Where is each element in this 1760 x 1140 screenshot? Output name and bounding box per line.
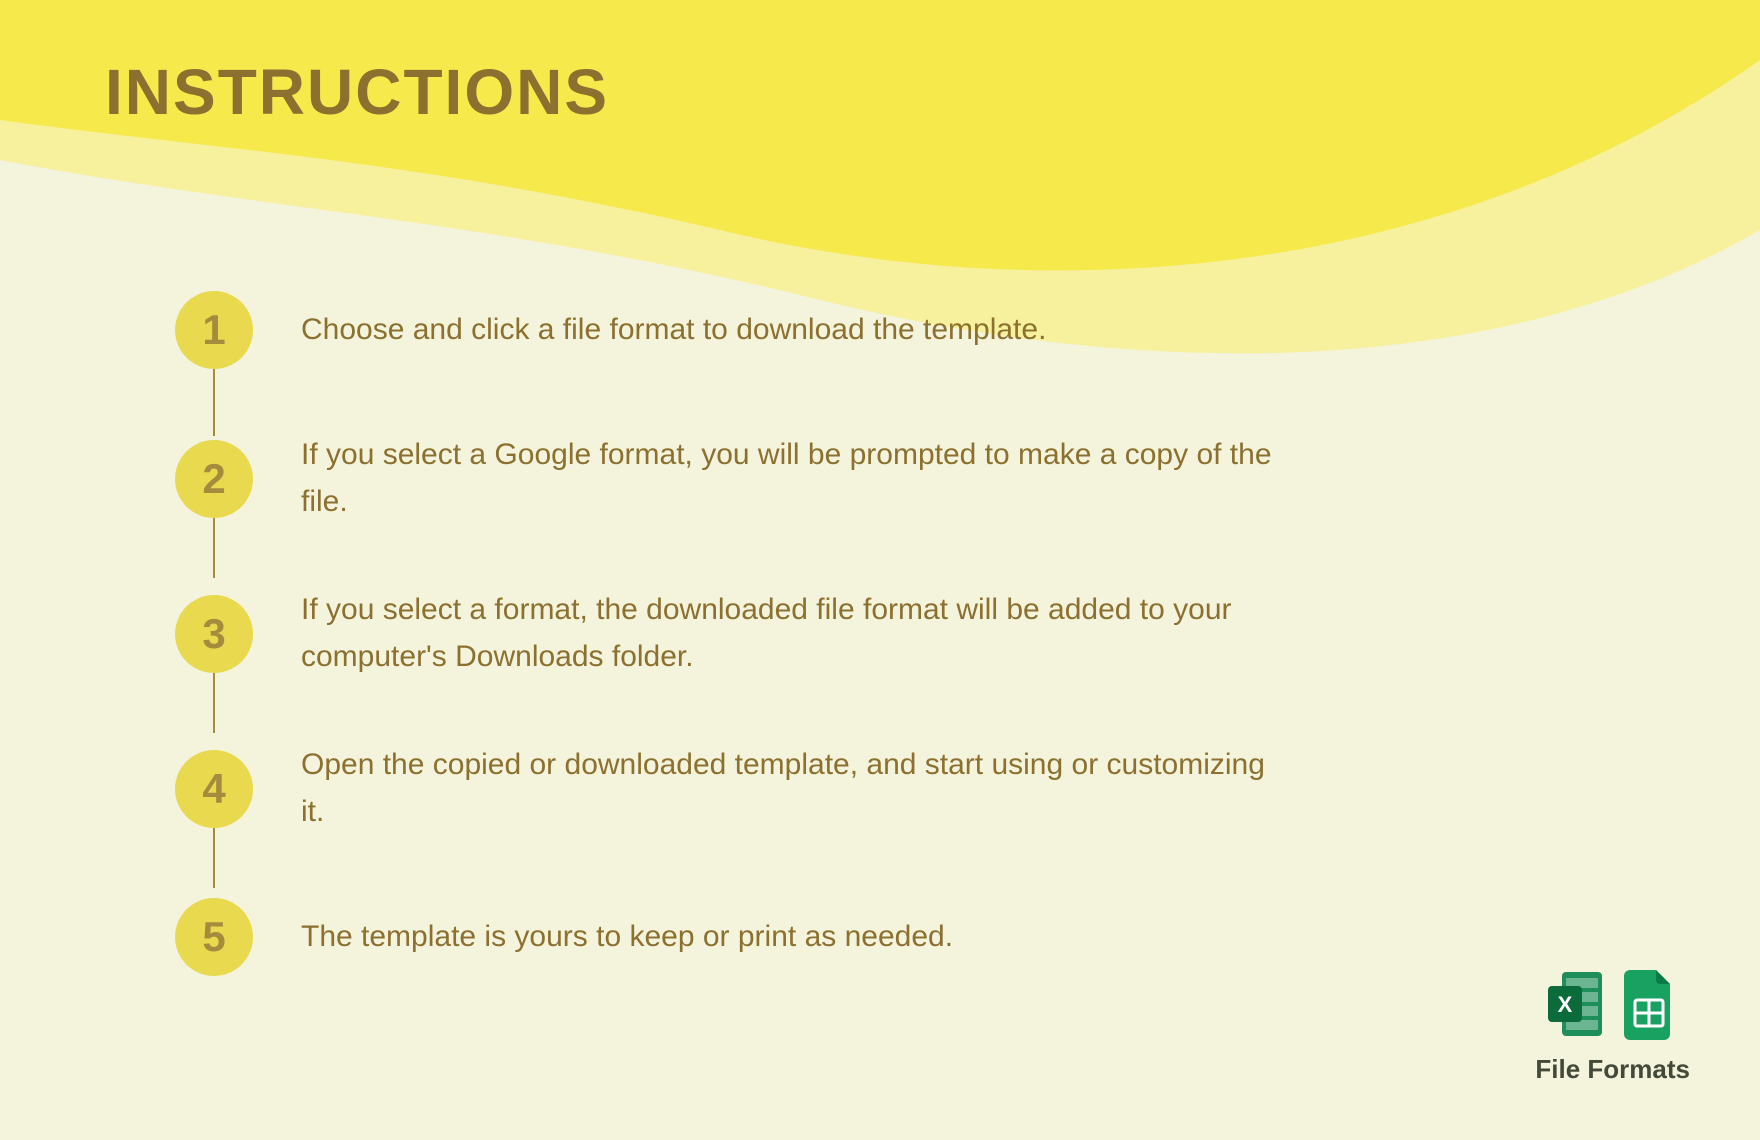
step-badge: 5 [175,898,253,976]
excel-icon[interactable]: X [1548,968,1606,1040]
step-item: 5 The template is yours to keep or print… [175,897,1375,977]
step-text: If you select a format, the downloaded f… [301,587,1281,680]
step-text: The template is yours to keep or print a… [301,914,953,961]
step-item: 1 Choose and click a file format to down… [175,290,1375,370]
step-badge: 2 [175,440,253,518]
svg-text:X: X [1557,992,1572,1017]
step-item: 2 If you select a Google format, you wil… [175,432,1375,525]
step-connector [213,368,215,436]
step-item: 4 Open the copied or downloaded template… [175,742,1375,835]
step-text: Choose and click a file format to downlo… [301,307,1046,354]
file-formats-icons: X [1535,968,1690,1040]
step-connector [213,665,215,733]
step-item: 3 If you select a format, the downloaded… [175,587,1375,680]
google-sheets-icon[interactable] [1620,968,1678,1040]
file-formats-label: File Formats [1535,1054,1690,1085]
step-badge: 1 [175,291,253,369]
steps-list: 1 Choose and click a file format to down… [175,290,1375,977]
file-formats-block: X File Formats [1535,968,1690,1085]
step-text: Open the copied or downloaded template, … [301,742,1281,835]
page-title: INSTRUCTIONS [105,55,609,129]
step-badge: 4 [175,750,253,828]
step-text: If you select a Google format, you will … [301,432,1281,525]
step-badge: 3 [175,595,253,673]
header-wave-front [0,0,1760,320]
step-connector [213,510,215,578]
step-connector [213,820,215,888]
